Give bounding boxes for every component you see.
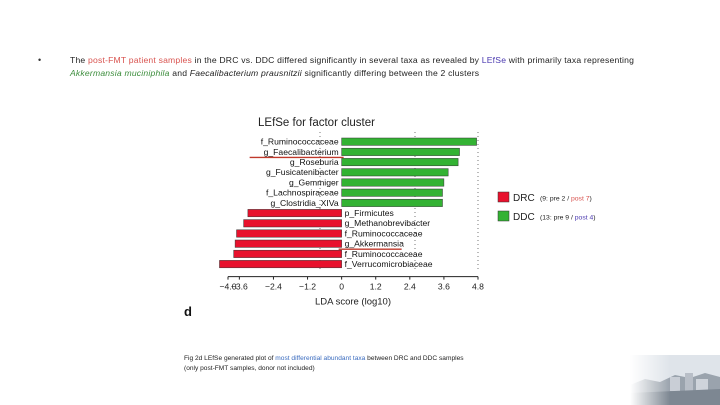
- summary-segment: Akkermansia muciniphila: [70, 68, 170, 78]
- x-tick-label: 2.4: [404, 282, 416, 292]
- legend-detail-close: ): [590, 196, 592, 203]
- chart-bar: [236, 229, 342, 238]
- slide-summary-text: The post-FMT patient samples in the DRC …: [70, 54, 670, 80]
- bar-label: g_Gemmiger: [289, 177, 339, 187]
- legend-detail-pre: (9: pre 2 /: [540, 196, 571, 203]
- figure-caption: Fig 2d LEfSe generated plot of most diff…: [184, 354, 604, 373]
- bar-label: f_Ruminococcaceae: [261, 137, 339, 147]
- bar-label: f_Ruminococcaceae: [345, 228, 423, 238]
- bar-label: g_Roseburia: [290, 157, 339, 167]
- chart-bar: [234, 239, 342, 248]
- legend-detail: (13: pre 9 / post 4): [540, 215, 596, 222]
- decorative-landscape-image: [630, 355, 720, 405]
- x-tick-label: 0: [339, 282, 344, 292]
- chart-bar: [341, 188, 443, 197]
- chart-bar: [341, 147, 460, 156]
- bar-label: f_Lachnospiraceae: [266, 188, 339, 198]
- legend-detail: (9: pre 2 / post 7): [540, 196, 592, 203]
- summary-segment: LEfSe: [481, 55, 507, 65]
- figure-caption-line1: Fig 2d LEfSe generated plot of most diff…: [184, 354, 604, 364]
- legend-detail-pre: (13: pre 9 /: [540, 215, 575, 222]
- legend-swatch: [497, 210, 510, 222]
- summary-segment: in the DRC vs. DDC differed significantl…: [192, 55, 482, 65]
- summary-segment: Faecalibacterium prausnitzii: [189, 68, 302, 78]
- bar-label: g_Faecalibacterium: [264, 147, 339, 157]
- legend-label: DRC: [513, 193, 535, 204]
- caption-segment: Fig 2d LEfSe generated plot of: [184, 355, 276, 362]
- chart-bar: [341, 178, 445, 187]
- legend-detail-post: post 7: [571, 196, 590, 203]
- chart-bar: [341, 198, 443, 207]
- chart-bar: [341, 137, 477, 146]
- legend-detail-post: post 4: [575, 215, 594, 222]
- chart-bar: [247, 209, 342, 218]
- chart-bar: [341, 158, 459, 167]
- summary-segment: significantly differing between the 2 cl…: [301, 68, 480, 78]
- legend-detail-close: ): [593, 215, 595, 222]
- chart-title: LEfSe for factor cluster: [258, 117, 375, 129]
- summary-segment: and: [169, 68, 190, 78]
- caption-segment: between DRC and DDC samples: [365, 355, 464, 362]
- bar-label: p_Firmicutes: [345, 208, 394, 218]
- chart-bar: [243, 219, 342, 228]
- slide-bullet: •: [38, 55, 42, 65]
- x-tick-label: −3.6: [231, 282, 248, 292]
- x-tick-label: −4.0: [220, 282, 237, 292]
- panel-letter: d: [184, 304, 192, 319]
- legend-label: DDC: [513, 212, 535, 223]
- caption-segment: most differential abundant taxa: [275, 355, 366, 362]
- summary-segment: The: [70, 55, 88, 65]
- bar-label: f_Ruminococcaceae: [345, 249, 423, 259]
- summary-segment: with primarily taxa representing: [506, 55, 635, 65]
- figure-caption-line2: (only post-FMT samples, donor not includ…: [184, 364, 315, 372]
- x-tick-label: −2.4: [265, 282, 282, 292]
- bar-label: g_Clostridia_XIVa: [270, 198, 338, 208]
- x-axis-label: LDA score (log10): [315, 297, 391, 308]
- bar-label: g_Fusicatenibacter: [266, 167, 339, 177]
- x-tick-label: −1.2: [299, 282, 316, 292]
- bar-label: f_Verrucomicrobiaceae: [345, 259, 433, 269]
- summary-segment: post-FMT patient samples: [88, 55, 192, 65]
- chart-bar: [233, 249, 342, 258]
- bar-label: g_Methanobrevibacter: [345, 218, 431, 228]
- bar-label: g_Akkermansia: [345, 239, 404, 249]
- x-tick-label: 4.8: [472, 282, 484, 292]
- chart-bar: [219, 260, 342, 269]
- legend-swatch: [497, 191, 510, 203]
- chart-bar: [341, 168, 449, 177]
- x-tick-label: 3.6: [438, 282, 450, 292]
- x-tick-label: 1.2: [370, 282, 382, 292]
